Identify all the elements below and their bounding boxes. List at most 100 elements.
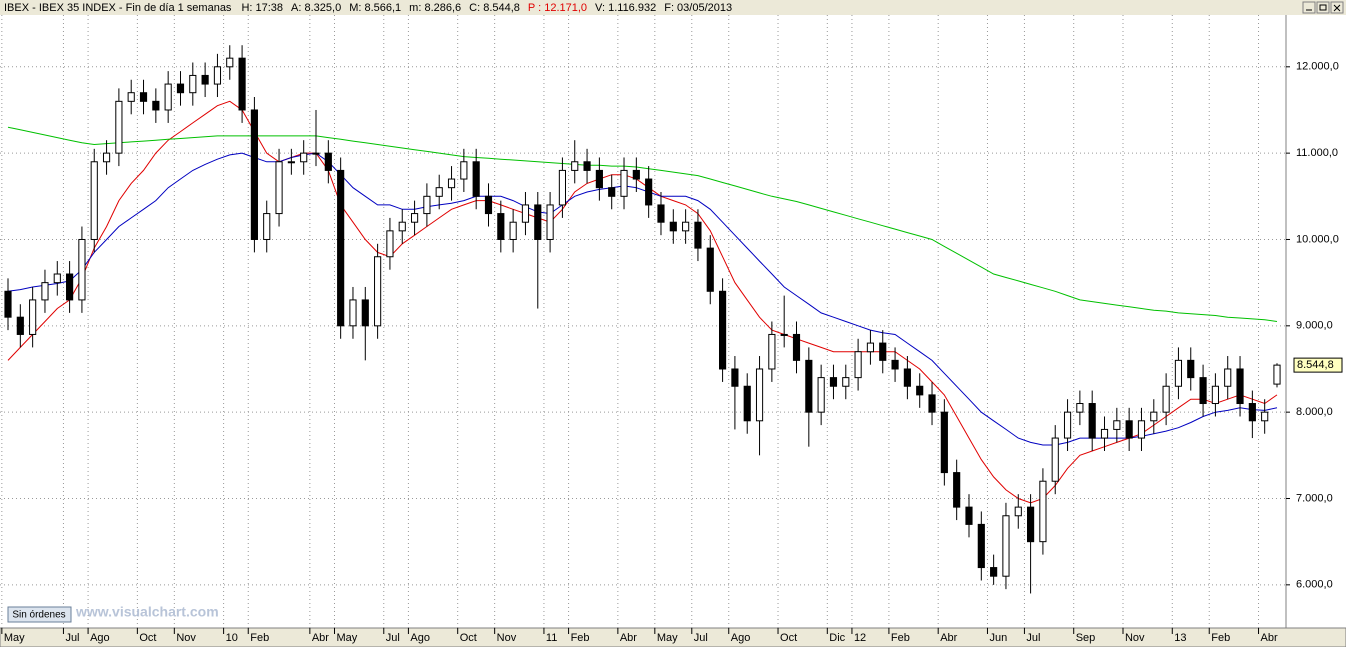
candle-body <box>275 161 283 215</box>
y-tick-label: 7.000,0 <box>1296 492 1333 504</box>
x-tick-label: Jun <box>989 632 1007 644</box>
y-tick-label: 11.000,0 <box>1296 147 1338 159</box>
x-tick-label: Ago <box>410 632 430 644</box>
candle-body <box>78 238 86 301</box>
candle-body <box>534 204 542 240</box>
candle-body <box>349 299 357 327</box>
candle-body <box>1113 420 1121 430</box>
orders-button[interactable] <box>7 606 72 623</box>
candle-body <box>743 385 751 422</box>
candle-body <box>1088 403 1096 439</box>
candle-body <box>719 290 727 370</box>
y-tick-label: 10.000,0 <box>1296 233 1339 245</box>
candle-body <box>238 57 246 111</box>
candle-body <box>423 195 431 215</box>
x-tick-label: Feb <box>1211 632 1230 644</box>
y-tick-label: 6.000,0 <box>1296 579 1333 591</box>
x-tick-label: Feb <box>250 632 269 644</box>
x-tick-label: Abr <box>940 632 957 644</box>
candle-body <box>447 178 456 189</box>
x-tick-label: Jul <box>65 632 79 644</box>
orders-button-label[interactable]: Sin órdenes <box>12 610 65 621</box>
candle-body <box>263 213 271 240</box>
candle-body <box>1137 420 1146 439</box>
x-tick-label: Jul <box>386 632 400 644</box>
candle-body <box>903 368 911 387</box>
candle-body <box>201 74 209 85</box>
candle-body <box>226 57 234 68</box>
candle-body <box>891 359 899 370</box>
candle-body <box>16 316 24 335</box>
candle-body <box>337 169 345 327</box>
candle-body <box>706 247 714 292</box>
candle-body <box>1261 411 1269 422</box>
candle-body <box>521 204 530 223</box>
header-field: m: 8.286,6 <box>409 2 461 14</box>
candle-body <box>4 290 12 318</box>
candle-body <box>546 204 554 240</box>
candle-body <box>669 221 677 232</box>
candle-body <box>632 169 640 180</box>
candle-body <box>940 411 948 474</box>
x-tick-label: Nov <box>497 632 517 644</box>
y-tick-label: 12.000,0 <box>1296 61 1339 73</box>
candle-body <box>780 333 788 336</box>
candle-body <box>1100 428 1109 439</box>
moving-average-line <box>7 126 1278 322</box>
candle-body <box>115 100 123 154</box>
candle-body <box>990 567 998 577</box>
candle-body <box>928 394 936 413</box>
candle-body <box>1187 359 1195 379</box>
close-icon <box>1333 4 1341 12</box>
candle-body <box>1076 403 1084 413</box>
candle-body <box>176 83 185 94</box>
candle-body <box>682 221 690 232</box>
x-tick-label: Jul <box>1026 632 1040 644</box>
candle-body <box>842 377 850 387</box>
x-tick-label: Feb <box>571 632 590 644</box>
candle-body <box>755 368 764 422</box>
candle-body <box>1063 411 1072 439</box>
candle-body <box>102 152 111 163</box>
chart-title: IBEX - IBEX 35 INDEX - Fin de día 1 sema… <box>4 2 232 14</box>
candle-body <box>620 169 628 197</box>
candle-body <box>250 109 258 240</box>
x-tick-label: May <box>657 632 678 644</box>
x-tick-label: Nov <box>176 632 196 644</box>
candle-body <box>977 523 985 569</box>
candle-body <box>768 333 776 370</box>
moving-average-line <box>7 152 1278 446</box>
candle-body <box>324 152 332 171</box>
candle-body <box>583 161 591 171</box>
candle-body <box>608 187 616 197</box>
candle-body <box>805 359 813 413</box>
minimize-button[interactable] <box>1302 1 1316 14</box>
header-bar <box>0 0 1346 15</box>
candle-body <box>1027 506 1035 543</box>
x-tick-label: 12 <box>854 632 866 644</box>
candle-body <box>509 221 517 240</box>
header-field: V: 1.116.932 <box>595 2 656 14</box>
window-buttons[interactable] <box>1302 1 1344 14</box>
maximize-button[interactable] <box>1316 1 1330 14</box>
candle-body <box>435 187 443 197</box>
candle-body <box>1236 368 1244 405</box>
x-tick-label: Ago <box>90 632 110 644</box>
candle-body <box>152 100 160 111</box>
y-tick-label: 8.000,0 <box>1296 406 1333 418</box>
candle-body <box>497 213 505 240</box>
candle-body <box>1162 385 1170 413</box>
x-tick-label: Jul <box>694 632 708 644</box>
last-price-box <box>1293 357 1343 373</box>
x-tick-label: Nov <box>1125 632 1145 644</box>
x-tick-label: May <box>4 632 25 644</box>
candle-body <box>410 213 419 223</box>
header-field: H: 17:38 <box>241 2 283 14</box>
candle-body <box>398 221 406 232</box>
candle-body <box>792 333 801 361</box>
candle-body <box>1211 385 1219 405</box>
x-tick-label: Abr <box>1261 632 1278 644</box>
candle-body <box>953 472 961 508</box>
candle-body <box>571 161 579 171</box>
x-tick-label: Abr <box>620 632 637 644</box>
